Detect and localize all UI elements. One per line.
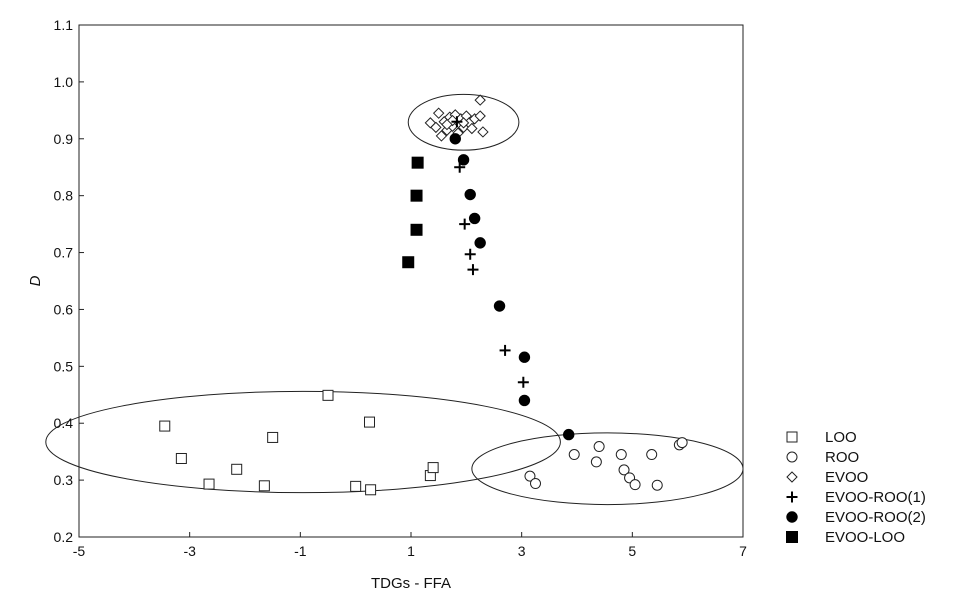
y-axis-label: D [27,275,44,286]
point-evoo-loo [411,156,424,169]
point-evoo-roo-2 [563,428,575,441]
point-loo [203,478,215,490]
y-tick-label: 0.2 [54,529,74,545]
point-loo [364,416,375,428]
point-evoo-roo-2 [518,394,531,407]
x-axis-ticks: -5 -3 -1 1 3 5 7 [73,532,747,559]
point-evoo [474,94,486,106]
point-evoo [474,110,486,122]
y-tick-label: 0.6 [54,301,74,317]
x-tick-label: -3 [183,543,196,559]
point-loo [175,452,187,464]
legend-label: EVOO-LOO [825,529,905,546]
point-roo [530,478,541,490]
x-axis-label: TDGs - FFA [371,575,451,592]
legend-label: EVOO-ROO(2) [825,509,926,526]
point-roo [524,470,536,482]
y-axis-ticks: 0.2 0.3 0.4 0.5 0.6 0.7 0.8 0.9 1.0 1.1 [54,17,84,545]
point-evoo-roo-1 [464,248,476,260]
point-evoo-roo-2 [474,237,486,249]
legend-label: EVOO [825,469,868,486]
point-evoo-loo [410,189,423,202]
point-roo [646,449,658,461]
point-loo [322,389,334,401]
cluster-ellipse [45,390,561,494]
point-evoo [435,130,448,142]
legend-label: EVOO-ROO(1) [825,489,926,506]
y-tick-label: 0.3 [54,472,74,488]
point-evoo [432,107,445,119]
point-roo [590,456,602,468]
point-evoo-roo-2 [468,212,481,225]
point-loo [267,431,279,443]
legend-marker [786,471,798,483]
point-evoo-roo-2 [464,188,476,201]
point-evoo-roo-1 [499,344,511,356]
point-evoo-roo-1 [517,376,529,388]
point-evoo-loo [402,256,415,269]
point-evoo-roo-1 [459,218,471,230]
point-roo [615,449,627,461]
point-loo [365,484,377,496]
point-loo [231,463,243,475]
cluster-ellipse [471,432,744,506]
point-evoo [441,118,453,131]
point-roo [651,479,663,491]
cluster-ellipse [407,93,520,151]
cluster-ellipses [45,93,744,506]
point-loo [350,480,362,492]
legend-marker [786,511,798,523]
point-evoo-roo-2 [518,351,531,363]
x-tick-label: -5 [73,543,86,559]
point-roo [593,441,605,453]
point-evoo-roo-2 [449,133,461,145]
legend-marker [786,451,798,463]
x-tick-label: 1 [407,543,415,559]
y-tick-label: 0.5 [54,358,74,374]
point-loo [427,462,439,474]
x-tick-label: -1 [294,543,307,559]
y-tick-label: 0.7 [54,245,74,261]
y-tick-label: 1.1 [54,17,74,33]
point-evoo [477,126,489,138]
y-tick-label: 1.0 [54,74,74,90]
point-evoo-loo [410,223,423,236]
y-tick-label: 0.8 [54,188,74,204]
point-evoo [430,121,442,134]
legend-marker [786,431,798,443]
x-tick-label: 7 [739,543,747,559]
point-evoo-roo-1 [451,116,463,128]
legend: LOO ROO EVOO EVOO-ROO(1) EVOO-ROO(2) EVOO-LOO [786,429,926,546]
point-evoo-roo-2 [457,154,470,166]
x-tick-label: 3 [518,543,526,559]
point-loo [258,480,270,492]
point-evoo-roo-2 [493,300,506,312]
point-roo [618,464,630,476]
point-evoo-roo-1 [467,264,479,276]
x-tick-label: 5 [628,543,636,559]
point-loo [159,420,171,432]
point-evoo [466,122,478,135]
point-roo [676,437,688,449]
y-tick-label: 0.4 [54,415,74,431]
point-roo [629,479,641,491]
legend-marker [786,491,798,503]
plot-frame [78,24,744,538]
legend-label: LOO [825,429,857,446]
legend-marker [786,531,798,543]
legend-label: ROO [825,449,859,466]
data-points [159,94,688,496]
point-roo [568,449,580,461]
y-tick-label: 0.9 [54,131,74,147]
